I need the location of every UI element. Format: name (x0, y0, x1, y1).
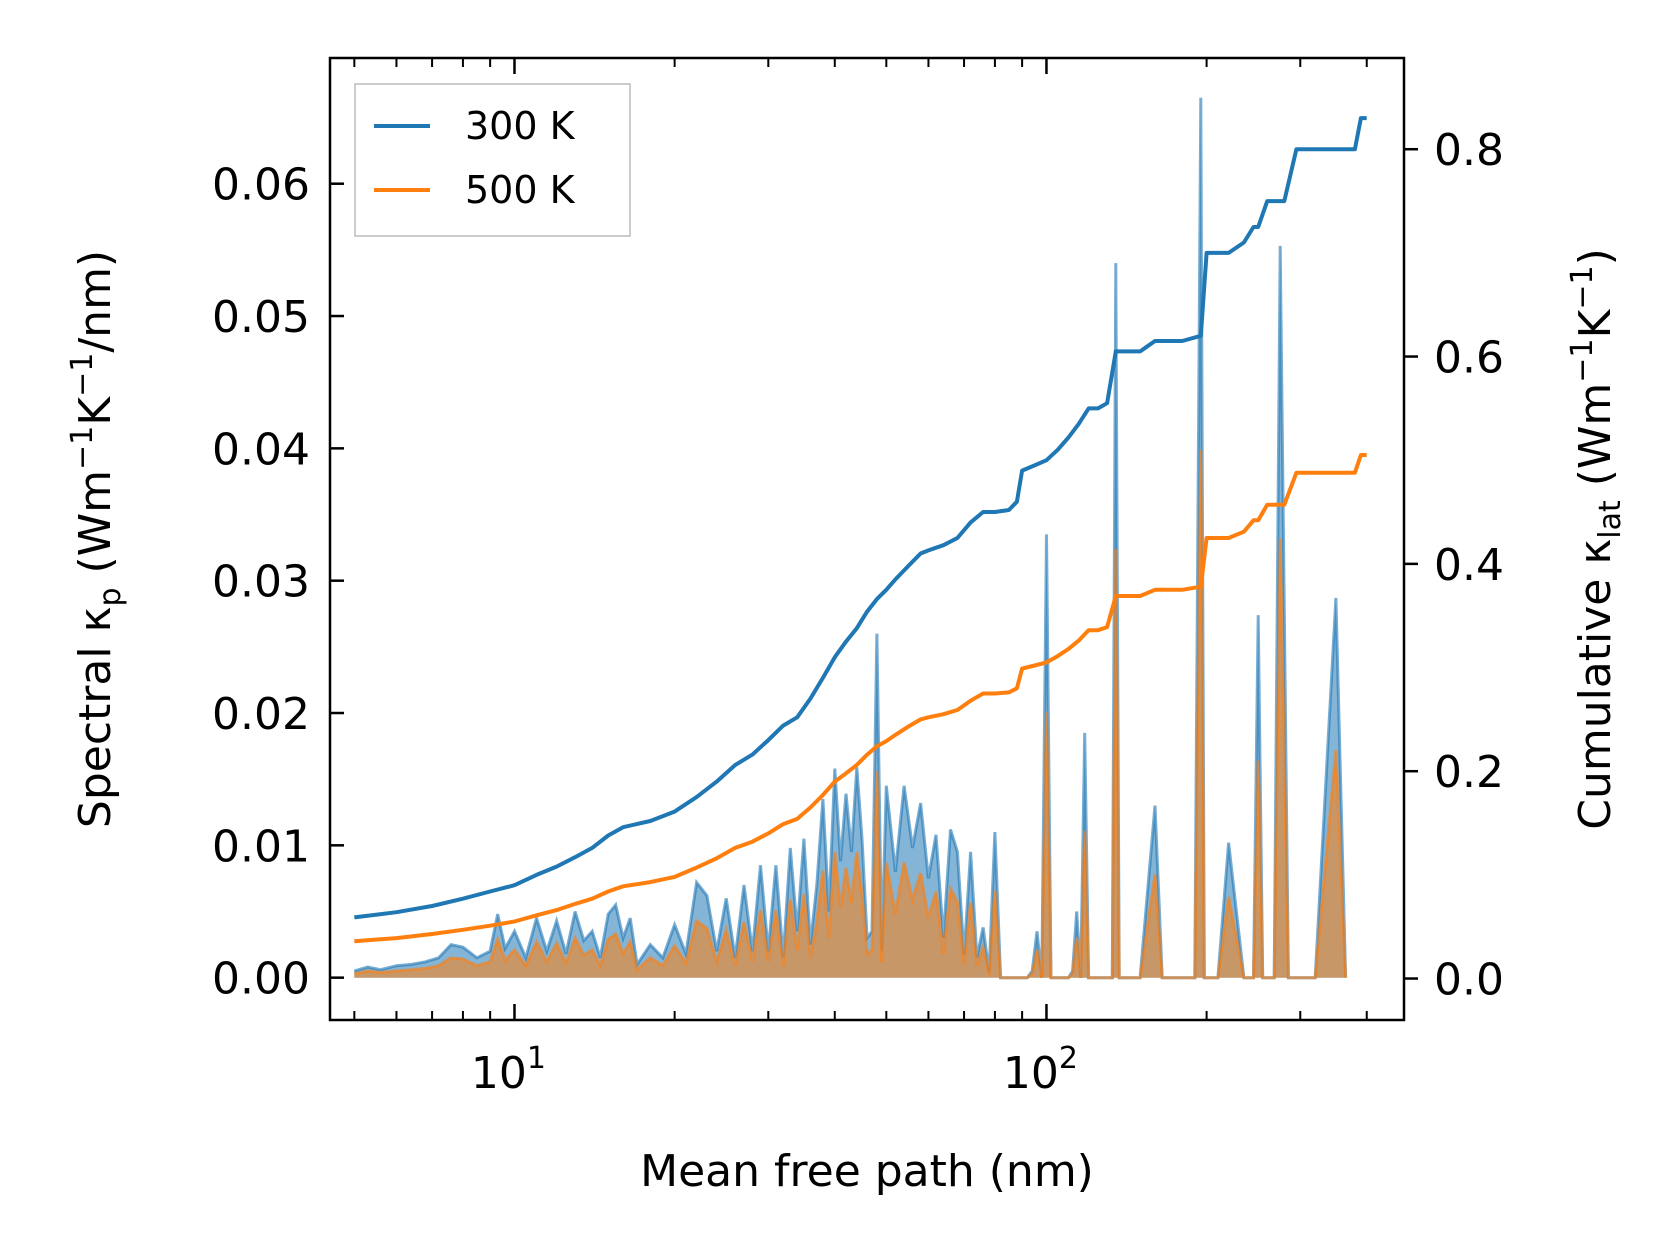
ticks-layer: 0.00 0.01 0.02 0.03 0.04 0.05 0.06 0.0 0.2 0.4 0.6… (212, 58, 1504, 1099)
y-tick-label-right-2: 0.4 (1434, 540, 1504, 591)
y-axis-label-right: Cumulative κlat (Wm−1K−1) (1565, 248, 1628, 830)
y-tick-label-right-1: 0.2 (1434, 747, 1504, 798)
y-tick-label-left-1: 0.01 (212, 821, 310, 872)
cumulative-line-0 (354, 116, 1367, 920)
plot-frame (328, 56, 1406, 1022)
spectral-line-1 (354, 449, 1348, 980)
y-tick-label-right-3: 0.6 (1434, 333, 1504, 384)
y-tick-label-right-4: 0.8 (1434, 125, 1504, 176)
legend-box (354, 83, 631, 237)
spectral-layer (353, 97, 1348, 980)
y-axis-label-left: Spectral κp (Wm−1K−1/nm) (65, 250, 128, 828)
x-tick-label-0: 101 (471, 1041, 546, 1099)
y-tick-label-left-6: 0.06 (212, 160, 310, 211)
legend-label-500k: 500 K (465, 168, 576, 212)
y-tick-label-left-5: 0.05 (212, 292, 310, 343)
y-tick-label-left-0: 0.00 (212, 954, 310, 1005)
y-tick-label-left-3: 0.03 (212, 557, 310, 608)
y-tick-label-left-4: 0.04 (212, 424, 310, 475)
y-tick-label-left-2: 0.02 (212, 689, 310, 740)
cumulative-line-1 (354, 453, 1367, 944)
cumulative-layer (354, 116, 1367, 944)
x-axis-label: Mean free path (nm) (640, 1146, 1094, 1197)
y-tick-label-right-0: 0.0 (1434, 955, 1504, 1006)
legend: 300 K 500 K (354, 83, 631, 237)
legend-label-300k: 300 K (465, 104, 576, 148)
x-tick-label-1: 102 (1003, 1041, 1078, 1099)
